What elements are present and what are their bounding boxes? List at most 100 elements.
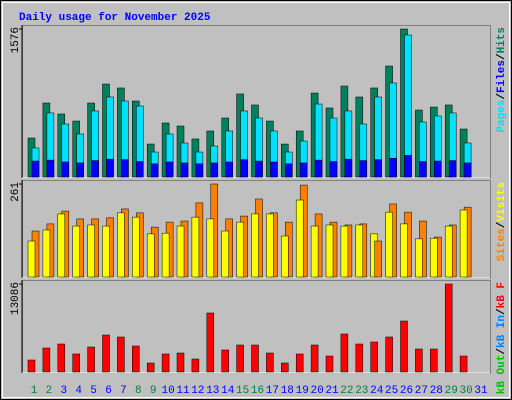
bar <box>136 161 144 178</box>
bar <box>459 209 468 278</box>
x-tick-label: 11 <box>176 385 190 397</box>
bar <box>106 158 114 178</box>
x-tick-label: 30 <box>459 385 472 397</box>
x-tick-label: 21 <box>325 385 339 397</box>
bar <box>270 161 278 178</box>
bar <box>400 320 408 373</box>
bar <box>161 353 170 373</box>
bar <box>295 199 304 278</box>
bar <box>374 240 382 278</box>
bar <box>236 344 244 373</box>
y-tick-label: 261 <box>10 182 22 202</box>
legend-entry: kB F <box>496 282 508 308</box>
bar <box>404 155 412 178</box>
bar <box>91 160 99 178</box>
x-tick-label: 6 <box>105 385 112 397</box>
bar <box>42 347 51 373</box>
bar <box>121 159 129 178</box>
bar <box>72 353 80 373</box>
bar <box>281 362 289 373</box>
bar <box>285 163 293 178</box>
bar <box>415 238 423 278</box>
legend-separator: / <box>496 348 508 355</box>
bar <box>221 349 229 373</box>
bar <box>210 162 219 178</box>
x-tick-label: 20 <box>310 385 323 397</box>
bar <box>266 352 274 373</box>
legend-separator: / <box>496 93 508 100</box>
x-tick-label: 26 <box>400 385 413 397</box>
bar <box>117 336 125 373</box>
bar <box>191 216 200 278</box>
bar <box>176 225 185 278</box>
bar <box>255 160 263 178</box>
bar <box>359 160 368 178</box>
chart-title: Daily usage for November 2025 <box>19 12 211 24</box>
bar <box>132 345 140 373</box>
bar <box>102 225 110 278</box>
legend-separator: / <box>496 221 508 228</box>
x-tick-label: 17 <box>266 385 279 397</box>
x-tick-label: 27 <box>415 385 428 397</box>
bar <box>325 224 334 278</box>
bar <box>76 162 84 178</box>
x-tick-label: 13 <box>206 385 219 397</box>
legend-separator: / <box>496 53 508 60</box>
x-tick-label: 5 <box>90 385 97 397</box>
bar <box>295 353 304 373</box>
x-tick-label: 3 <box>60 385 67 397</box>
x-tick-label: 16 <box>251 385 264 397</box>
bar <box>430 237 438 278</box>
x-tick-label: 4 <box>75 385 82 397</box>
bar <box>344 158 353 178</box>
x-tick-label: 8 <box>135 385 142 397</box>
bar <box>400 223 408 278</box>
bar <box>161 232 170 278</box>
legend-separator: / <box>496 308 508 315</box>
bar <box>46 159 55 178</box>
bar <box>72 225 80 278</box>
bar <box>165 161 174 178</box>
legend-entry: kB Out <box>496 355 508 395</box>
bar <box>329 161 338 178</box>
legend-entry: Files <box>496 60 508 93</box>
bar <box>240 159 248 178</box>
bar <box>310 225 319 278</box>
bar <box>385 211 393 278</box>
bar <box>459 355 468 373</box>
bar <box>221 230 229 278</box>
bar <box>251 213 259 278</box>
bar <box>340 225 349 278</box>
x-tick-label: 24 <box>370 385 384 397</box>
bar <box>310 344 319 373</box>
bar <box>340 333 349 373</box>
bar <box>146 233 155 278</box>
bar <box>415 348 423 373</box>
y-tick-label: 13086 <box>10 282 22 315</box>
x-tick-label: 29 <box>445 385 458 397</box>
bar <box>236 221 244 278</box>
bar <box>117 212 125 278</box>
bar <box>370 341 378 373</box>
bar <box>102 334 110 373</box>
bar <box>444 283 453 373</box>
x-tick-label: 9 <box>150 385 157 397</box>
bar <box>31 160 40 178</box>
bar <box>180 162 189 178</box>
bar <box>419 161 427 178</box>
bar <box>146 362 155 373</box>
x-tick-label: 18 <box>281 385 294 397</box>
bar <box>195 163 204 178</box>
bar <box>266 213 274 278</box>
bar <box>132 216 140 278</box>
bar <box>325 355 334 373</box>
bar <box>57 213 66 278</box>
legend-entry: Sites <box>496 228 508 261</box>
bar <box>444 225 453 278</box>
bar <box>389 157 397 178</box>
legend: Sites/Visits <box>496 182 508 261</box>
x-tick-label: 12 <box>191 385 204 397</box>
bar <box>430 348 438 373</box>
